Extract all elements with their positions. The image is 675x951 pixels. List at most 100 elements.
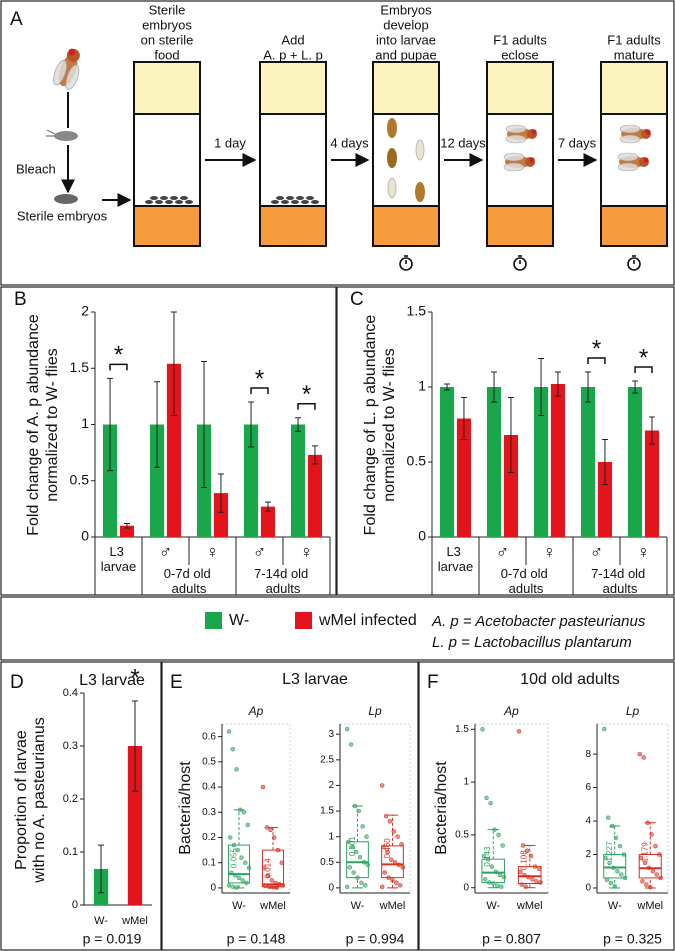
y-tick-label: 1	[81, 415, 89, 431]
point	[637, 751, 643, 757]
y-tick-label: 1.5	[320, 806, 334, 817]
median-label: 0.014	[264, 858, 273, 879]
point	[234, 885, 239, 890]
point	[526, 874, 531, 880]
panel-label: D	[10, 672, 24, 693]
arrow-label: 12 days	[440, 135, 486, 150]
y-tick-label: 0.3	[202, 807, 216, 818]
panel-title: 10d old adults	[520, 671, 620, 688]
point	[621, 852, 627, 857]
point	[381, 844, 386, 850]
point	[611, 865, 616, 871]
y-tick-label: 0.5	[202, 756, 216, 767]
x-tick-label: W-	[351, 900, 365, 912]
point	[229, 870, 234, 876]
y-tick-label: 2	[585, 849, 591, 860]
step-caption: eclose	[501, 47, 539, 62]
bar	[456, 418, 472, 537]
point	[264, 825, 269, 830]
point	[235, 847, 240, 853]
y-tick-label: 0.1	[63, 846, 78, 858]
x-tick-label: wMel	[121, 915, 148, 927]
median-label: 0.460	[383, 838, 392, 859]
embryo-icon	[46, 129, 56, 137]
point	[238, 807, 243, 813]
box	[517, 866, 542, 884]
vial-food	[600, 205, 668, 247]
bar	[580, 387, 596, 537]
bar	[533, 387, 549, 537]
point	[497, 872, 503, 878]
point	[239, 855, 244, 860]
point	[390, 877, 395, 883]
point	[246, 865, 252, 871]
x-tick-label: ♂	[253, 542, 267, 562]
point	[615, 868, 620, 874]
vial-food	[259, 205, 327, 247]
point	[493, 869, 499, 875]
y-tick-label: 2.5	[320, 754, 334, 765]
panel-frame	[0, 286, 337, 596]
point	[352, 803, 358, 809]
bar	[550, 384, 566, 537]
panel-label: E	[170, 672, 183, 693]
point	[261, 865, 267, 871]
panel-label: B	[14, 289, 27, 310]
group-label: 0-7d old adults	[501, 566, 552, 596]
point	[364, 834, 369, 839]
significance-bracket	[250, 387, 269, 394]
y-tick-label: 0.4	[202, 782, 216, 793]
embryo-icon	[54, 194, 78, 204]
x-tick-label: ♀	[300, 542, 314, 562]
point	[346, 839, 351, 845]
point	[522, 872, 527, 878]
y-tick-label: 0	[210, 883, 216, 894]
point	[269, 878, 274, 883]
point	[231, 842, 237, 848]
group-label: 7-14d old adults	[254, 566, 312, 596]
x-tick-label: wMel	[636, 900, 663, 912]
bar	[503, 435, 519, 537]
arrow-label: 7 days	[558, 135, 597, 150]
step-caption: food	[154, 47, 179, 62]
point	[351, 870, 356, 875]
point	[274, 885, 280, 890]
y-tick-label: 0	[328, 883, 334, 894]
significance-star: *	[302, 381, 311, 408]
point	[275, 847, 281, 853]
point	[653, 843, 658, 849]
point	[394, 880, 399, 886]
x-tick-label: W-	[232, 900, 246, 912]
point	[362, 883, 368, 888]
step-caption: Embryos	[380, 2, 432, 17]
point	[360, 824, 365, 829]
point	[230, 746, 235, 752]
x-tick-label: ♀	[543, 542, 557, 562]
point	[489, 864, 495, 869]
point	[642, 860, 648, 866]
y-tick-label: 1.5	[455, 724, 469, 735]
point	[534, 879, 539, 884]
significance-star: *	[592, 335, 601, 362]
point	[365, 862, 371, 868]
significance-bracket	[297, 403, 316, 410]
point	[495, 883, 500, 888]
step-caption: Add	[281, 32, 304, 47]
box	[381, 845, 404, 879]
y-tick-label: 3	[328, 729, 334, 740]
legend-label: W-	[229, 612, 249, 629]
point	[227, 835, 233, 840]
vial-plug	[600, 61, 668, 115]
point	[226, 729, 232, 734]
group-label: 7-14d old adults	[591, 566, 649, 596]
point	[361, 860, 367, 865]
point	[617, 843, 623, 849]
x-tick-label: ♂	[159, 542, 173, 562]
point	[270, 884, 276, 890]
point	[496, 832, 501, 838]
significance-star: *	[639, 344, 648, 371]
point	[613, 835, 619, 841]
point	[640, 879, 645, 884]
point	[649, 832, 654, 837]
point	[658, 875, 663, 881]
